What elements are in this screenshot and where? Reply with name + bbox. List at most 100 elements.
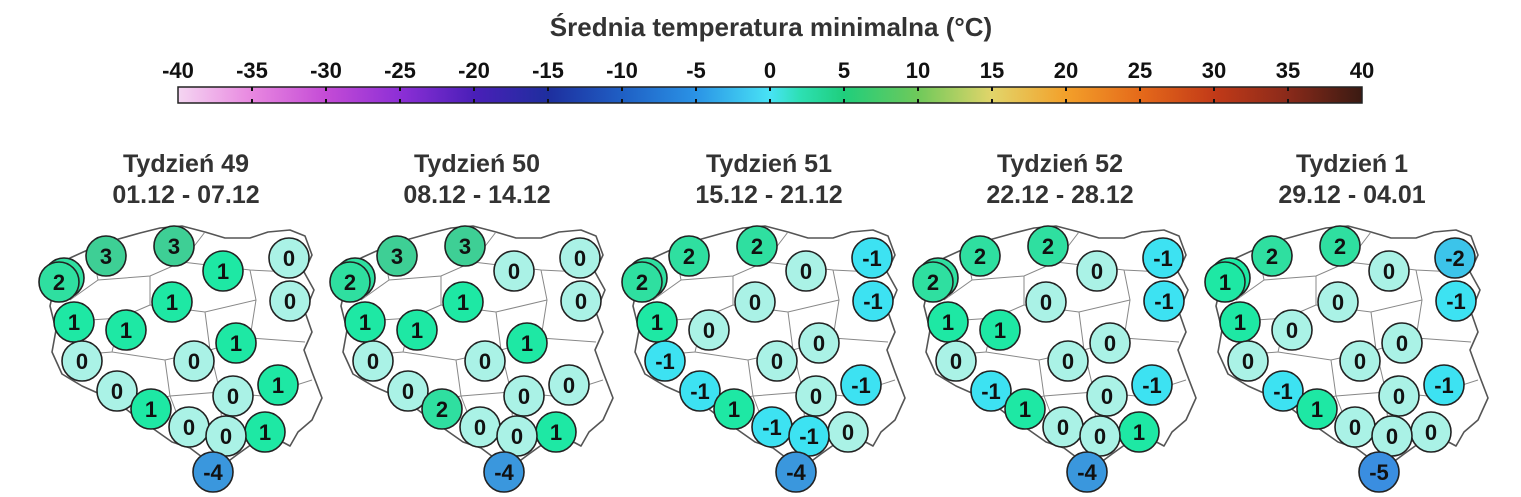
region-value-bubble: 0 — [795, 375, 837, 417]
bubble-circle — [396, 309, 438, 351]
bubble-value: 0 — [1383, 259, 1395, 284]
region-value-bubble: 1 — [1118, 411, 1160, 453]
bubble-circle — [1227, 340, 1269, 382]
bubble-value: 2 — [636, 270, 648, 295]
bubble-circle — [151, 281, 193, 323]
bubble-value: 1 — [1311, 397, 1323, 422]
bubble-value: 2 — [683, 244, 695, 269]
region-value-bubble: 1 — [215, 322, 257, 364]
region-value-bubble: 0 — [1025, 281, 1067, 323]
bubble-circle — [105, 309, 147, 351]
bubble-circle — [257, 364, 299, 406]
bubble-circle — [798, 322, 840, 364]
region-value-bubble: -1 — [852, 280, 894, 322]
bubble-circle — [215, 322, 257, 364]
region-value-bubble: 0 — [756, 340, 798, 382]
colorbar-tick-label: 0 — [764, 58, 776, 83]
region-value-bubble: 2 — [421, 388, 463, 430]
bubble-circle — [1435, 280, 1477, 322]
bubble-circle — [173, 340, 215, 382]
bubble-value: 0 — [1332, 290, 1344, 315]
bubble-circle — [935, 340, 977, 382]
bubble-circle — [38, 261, 80, 303]
colorbar-tick-label: -10 — [606, 58, 638, 83]
bubble-circle — [1423, 364, 1465, 406]
region-value-bubble: 0 — [269, 280, 311, 322]
bubble-circle — [1319, 225, 1361, 267]
bubble-value: 0 — [1354, 349, 1366, 374]
bubble-circle — [192, 451, 234, 493]
bubble-circle — [1358, 451, 1400, 493]
bubble-circle — [734, 281, 776, 323]
region-value-bubble: -1 — [679, 370, 721, 412]
bubble-circle — [329, 261, 371, 303]
bubble-value: 1 — [1019, 397, 1031, 422]
bubble-value: -5 — [1369, 460, 1389, 485]
bubble-value: 0 — [511, 424, 523, 449]
region-value-bubble: 0 — [935, 340, 977, 382]
region-value-bubble: -1 — [788, 415, 830, 457]
bubble-value: 3 — [391, 244, 403, 269]
bubble-value: 0 — [1349, 415, 1361, 440]
colorbar-tick-label: 15 — [980, 58, 1004, 83]
region-value-bubble: -1 — [851, 237, 893, 279]
bubble-value: 0 — [1062, 349, 1074, 374]
bubble-value: 0 — [220, 424, 232, 449]
region-value-bubble: -4 — [1066, 451, 1108, 493]
region-value-bubble: 1 — [257, 364, 299, 406]
bubble-value: 0 — [1091, 259, 1103, 284]
bubble-value: -4 — [494, 460, 514, 485]
bubble-circle — [1271, 309, 1313, 351]
bubble-value: 0 — [950, 349, 962, 374]
region-value-bubble: 0 — [1378, 375, 1420, 417]
bubble-value: 1 — [411, 318, 423, 343]
bubble-circle — [912, 261, 954, 303]
bubble-circle — [1047, 340, 1089, 382]
bubble-circle — [1434, 237, 1476, 279]
region-value-bubble: 0 — [464, 340, 506, 382]
bubble-value: 2 — [436, 397, 448, 422]
bubble-circle — [979, 309, 1021, 351]
bubble-value: 3 — [459, 234, 471, 259]
colorbar-tick-label: 40 — [1350, 58, 1374, 83]
bubble-value: 1 — [145, 397, 157, 422]
bubble-circle — [1066, 451, 1108, 493]
region-value-bubble: 1 — [151, 281, 193, 323]
region-value-bubble: -1 — [1435, 280, 1477, 322]
bubble-circle — [644, 340, 686, 382]
bubble-value: 0 — [508, 259, 520, 284]
bubble-circle — [464, 340, 506, 382]
region-value-bubble: 0 — [734, 281, 776, 323]
bubble-value: 1 — [942, 310, 954, 335]
bubble-value: 0 — [284, 289, 296, 314]
bubble-value: 1 — [521, 331, 533, 356]
bubble-value: 1 — [651, 310, 663, 335]
region-value-bubble: -4 — [192, 451, 234, 493]
bubble-value: 1 — [1133, 420, 1145, 445]
bubble-circle — [851, 237, 893, 279]
bubble-value: 0 — [402, 379, 414, 404]
bubble-value: -1 — [1446, 289, 1466, 314]
region-value-bubble: 0 — [268, 237, 310, 279]
region-value-bubble: 1 — [535, 411, 577, 453]
bubble-circle — [1131, 364, 1173, 406]
panel-week-label: Tydzień 1 — [1296, 150, 1408, 178]
bubble-value: 0 — [1104, 331, 1116, 356]
bubble-circle — [560, 280, 602, 322]
region-value-bubble: 2 — [668, 235, 710, 277]
bubble-value: 0 — [771, 349, 783, 374]
region-value-bubble: 2 — [1319, 225, 1361, 267]
bubble-value: 1 — [550, 420, 562, 445]
region-value-bubble: 1 — [1004, 388, 1046, 430]
region-value-bubble: 2 — [621, 261, 663, 303]
bubble-circle — [679, 370, 721, 412]
bubble-value: -1 — [1434, 373, 1454, 398]
colorbar-tick-label: -15 — [532, 58, 564, 83]
bubble-circle — [959, 235, 1001, 277]
region-value-bubble: 0 — [173, 340, 215, 382]
colorbar-tick-label: -20 — [458, 58, 490, 83]
region-value-bubble: 1 — [1219, 301, 1261, 343]
